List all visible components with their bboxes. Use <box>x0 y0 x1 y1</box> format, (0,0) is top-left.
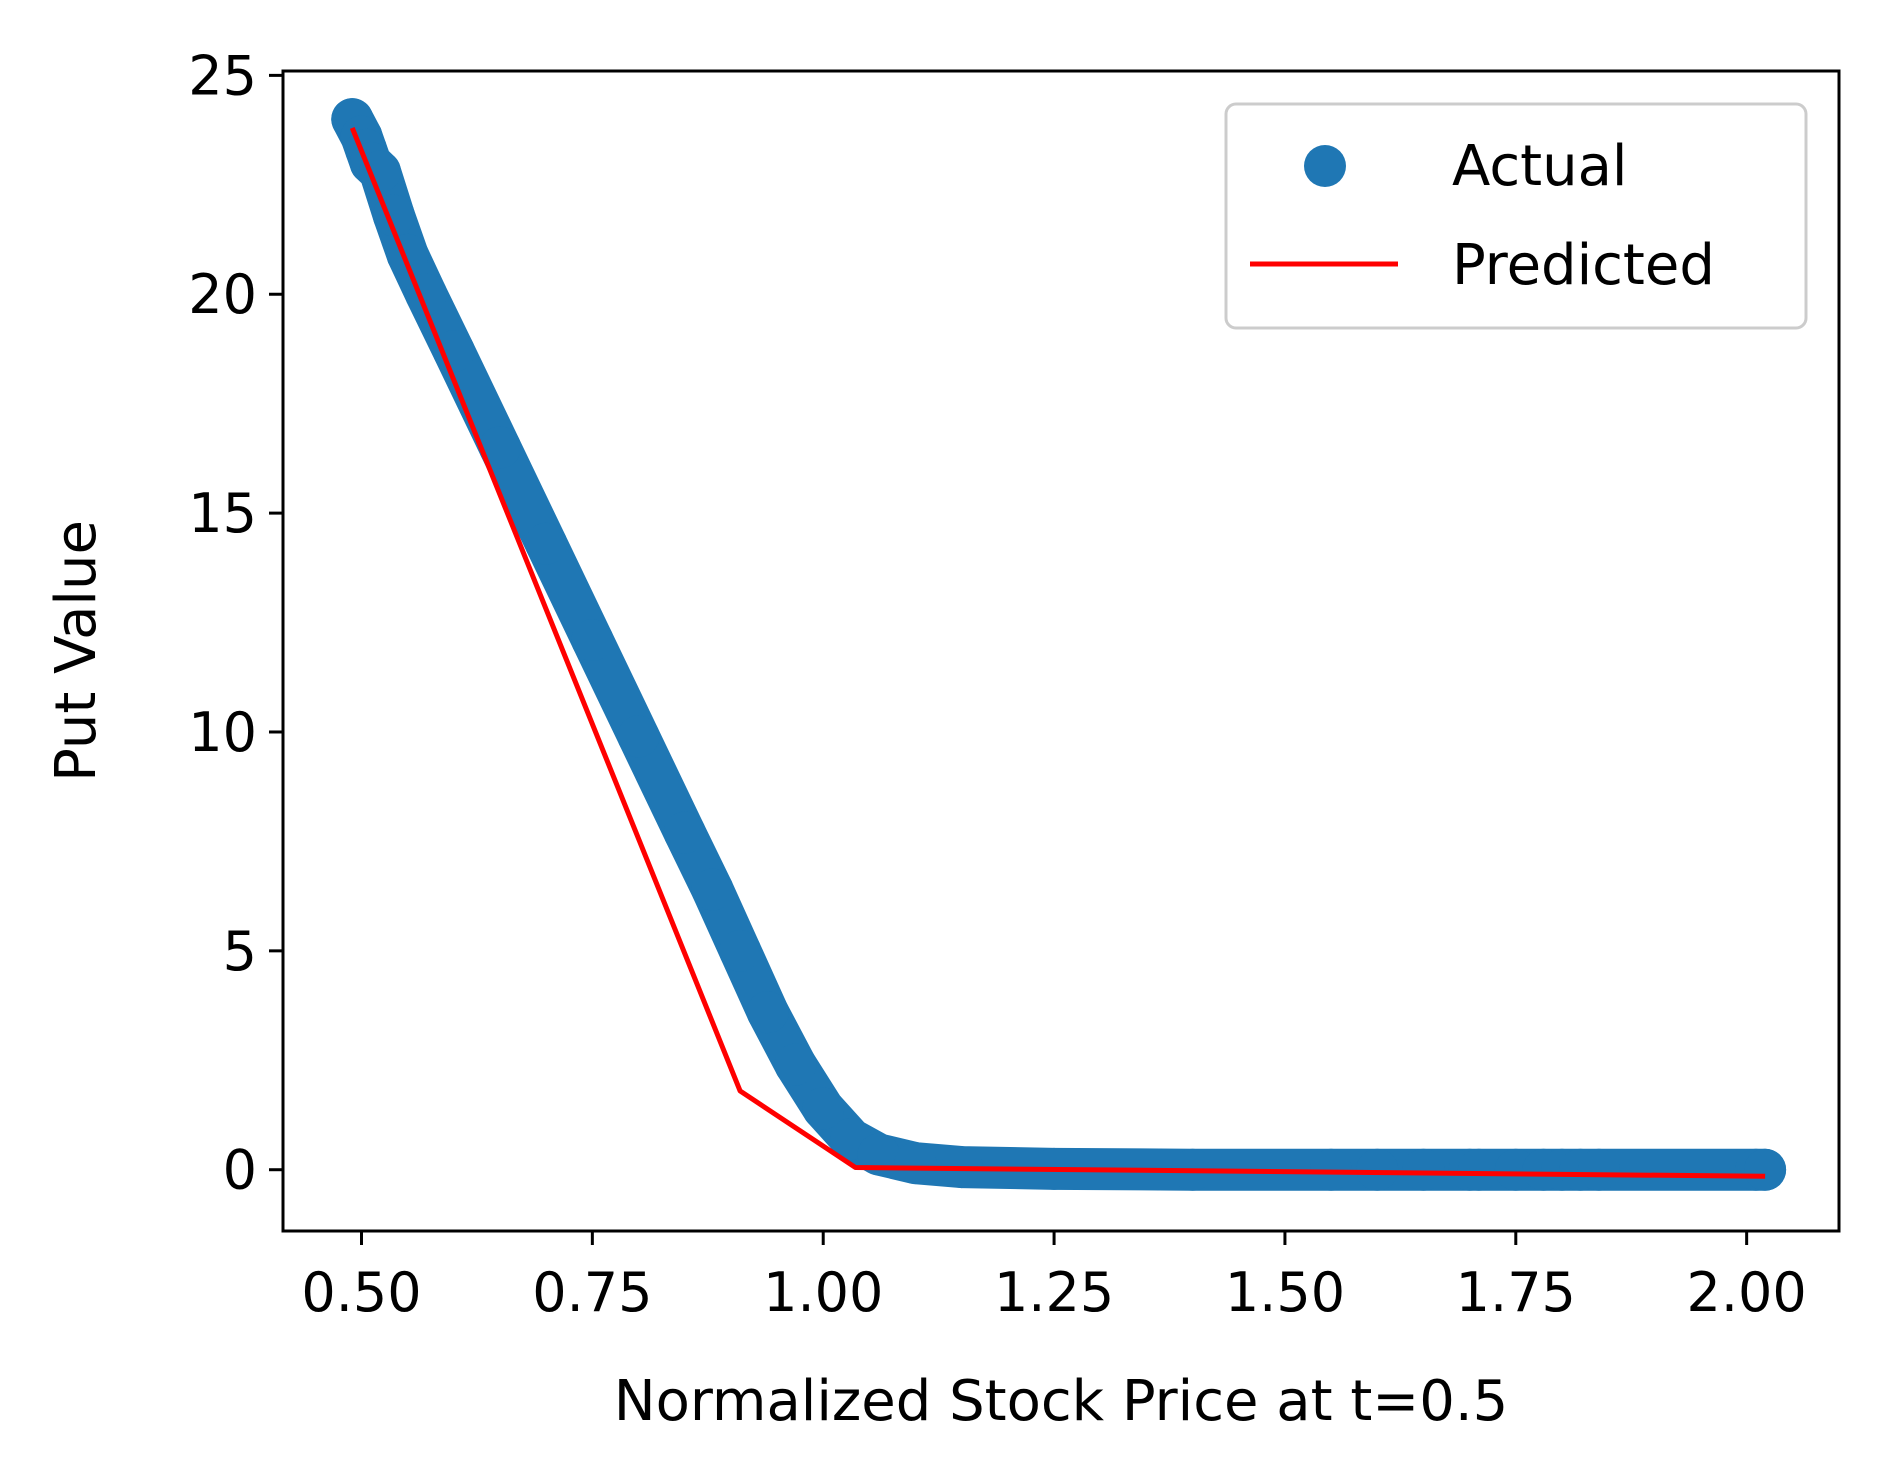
actual-point-17 <box>774 1043 817 1086</box>
actual-point-13 <box>663 811 706 854</box>
actual-point-8 <box>432 330 475 373</box>
actual-point-29 <box>1457 1148 1500 1191</box>
y-axis-label: Put Value <box>44 520 109 782</box>
actual-point-20 <box>857 1133 900 1176</box>
legend-actual-marker <box>1304 145 1346 187</box>
actual-point-26 <box>1356 1148 1399 1191</box>
actual-point-4 <box>358 150 401 193</box>
actual-point-27 <box>1402 1148 1445 1191</box>
x-tick-label-4: 1.50 <box>1225 1261 1345 1324</box>
x-tick-label-2: 1.00 <box>763 1261 883 1324</box>
y-tick-label-2: 10 <box>188 701 257 764</box>
actual-point-14 <box>691 868 734 911</box>
plot-frame <box>281 69 1841 1233</box>
x-tick-label-0: 0.50 <box>301 1261 421 1324</box>
x-tick-label-5: 1.75 <box>1456 1261 1576 1324</box>
actual-point-16 <box>746 991 789 1034</box>
predicted-line <box>349 126 1766 1179</box>
y-tick-label-5: 25 <box>188 44 257 107</box>
legend-predicted-label: Predicted <box>1452 233 1715 298</box>
y-tick-label-1: 5 <box>223 920 257 983</box>
x-tick-label-6: 2.00 <box>1687 1261 1807 1324</box>
x-tick-label-3: 1.25 <box>994 1261 1114 1324</box>
actual-point-11 <box>571 619 614 662</box>
y-axis-ticks: 0 5 10 15 20 25 <box>188 44 283 1202</box>
legend-box <box>1224 102 1808 330</box>
y-tick-label-0: 0 <box>223 1139 257 1202</box>
actual-point-34 <box>1577 1148 1620 1191</box>
x-tick-label-1: 0.75 <box>532 1261 652 1324</box>
actual-point-9 <box>479 426 522 469</box>
x-axis-label: Normalized Stock Price at t=0.5 <box>614 1369 1509 1434</box>
legend-actual-label: Actual <box>1452 134 1627 199</box>
actual-point-21 <box>894 1142 937 1185</box>
y-tick-label-4: 20 <box>188 263 257 326</box>
legend: Actual Predicted <box>1224 102 1808 330</box>
x-axis-ticks: 0.50 0.75 1.00 1.25 1.50 1.75 2.00 <box>301 1231 1807 1324</box>
actual-point-12 <box>617 715 660 758</box>
y-tick-label-3: 15 <box>188 482 257 545</box>
actual-points <box>331 98 1787 1191</box>
actual-point-18 <box>802 1087 845 1130</box>
actual-point-36 <box>1744 1148 1787 1191</box>
actual-point-15 <box>719 929 762 972</box>
predicted-line-group <box>349 126 1766 1179</box>
actual-point-10 <box>525 522 568 565</box>
